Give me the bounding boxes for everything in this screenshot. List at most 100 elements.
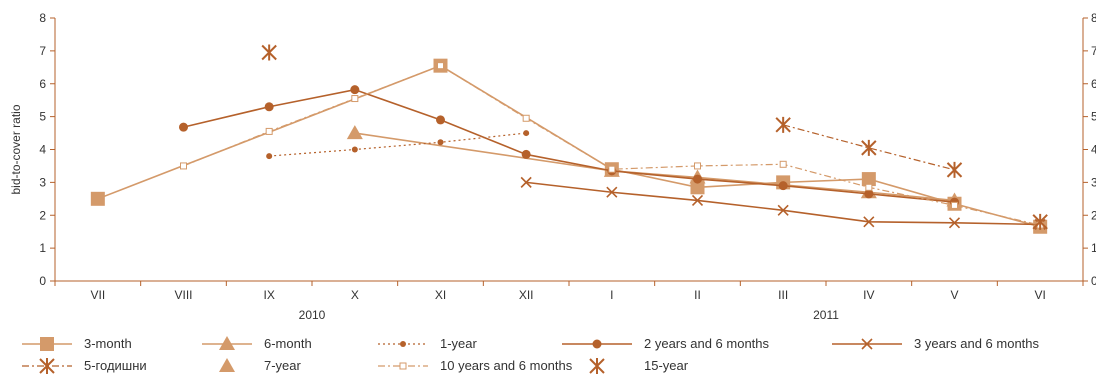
data-point bbox=[180, 162, 187, 170]
left-y-tick-label: 4 bbox=[39, 143, 46, 157]
left-y-tick-label: 7 bbox=[39, 44, 46, 58]
data-point bbox=[521, 149, 531, 159]
series-line bbox=[183, 65, 1041, 226]
data-point bbox=[437, 62, 444, 70]
data-point bbox=[608, 165, 616, 173]
left-y-tick-label: 0 bbox=[39, 274, 46, 288]
legend-label: 5-годишни bbox=[84, 358, 147, 373]
left-y-tick-label: 6 bbox=[39, 77, 46, 91]
right-y-tick-label: 8 bbox=[1091, 11, 1096, 25]
legend-item: 3 years and 6 months bbox=[832, 336, 1040, 351]
legend-marker bbox=[219, 336, 235, 350]
data-point bbox=[523, 130, 530, 137]
data-point bbox=[351, 146, 358, 153]
right-y-tick-label: 3 bbox=[1091, 175, 1096, 189]
data-point bbox=[437, 139, 444, 146]
legend-marker bbox=[399, 362, 407, 370]
data-point bbox=[351, 95, 359, 103]
data-point bbox=[865, 183, 873, 191]
series-layer bbox=[90, 44, 1048, 234]
data-point bbox=[266, 153, 273, 160]
data-point bbox=[861, 172, 876, 187]
data-point bbox=[779, 160, 787, 168]
right-y-tick-label: 7 bbox=[1091, 44, 1096, 58]
series-line bbox=[183, 88, 955, 203]
x-tick-label: V bbox=[950, 288, 958, 302]
data-point bbox=[948, 217, 961, 229]
x-tick-label: XI bbox=[435, 288, 446, 302]
legend-item: 6-month bbox=[202, 336, 312, 351]
data-point bbox=[606, 186, 618, 198]
series-line bbox=[97, 64, 1041, 228]
data-point bbox=[90, 191, 105, 206]
series-5 bbox=[775, 116, 963, 178]
x-tick-label: XII bbox=[519, 288, 534, 302]
x-tick-label: VIII bbox=[174, 288, 192, 302]
data-point bbox=[261, 44, 277, 61]
legend-label: 3-month bbox=[84, 336, 132, 351]
x-tick-label: X bbox=[351, 288, 359, 302]
year-label: 2010 bbox=[299, 308, 326, 322]
legend-item: 7-year bbox=[219, 358, 302, 373]
data-point bbox=[864, 189, 874, 199]
data-point bbox=[265, 127, 273, 135]
chart-legend: 3-month 6-month 1-year 2 years and 6 months… bbox=[22, 336, 1040, 374]
left-y-tick-label: 1 bbox=[39, 241, 46, 255]
right-y-tick-label: 0 bbox=[1091, 274, 1096, 288]
x-tick-label: III bbox=[778, 288, 788, 302]
legend-item: 2 years and 6 months bbox=[562, 336, 770, 351]
data-point bbox=[264, 102, 274, 112]
legend-label: 15-year bbox=[644, 358, 689, 373]
right-y-tick-label: 2 bbox=[1091, 208, 1096, 222]
legend-marker bbox=[861, 338, 873, 350]
x-tick-label: I bbox=[610, 288, 613, 302]
legend-marker bbox=[39, 358, 55, 374]
data-point bbox=[694, 162, 701, 170]
right-y-tick-label: 6 bbox=[1091, 77, 1096, 91]
left-y-tick-label: 5 bbox=[39, 110, 46, 124]
legend-marker bbox=[592, 339, 602, 349]
legend-item: 5-годишни bbox=[22, 358, 147, 374]
legend-label: 3 years and 6 months bbox=[914, 336, 1040, 351]
data-point bbox=[691, 194, 704, 207]
x-tick-label: IX bbox=[263, 288, 274, 302]
series-7 bbox=[180, 62, 1044, 229]
legend-marker bbox=[400, 341, 406, 347]
x-tick-label: II bbox=[694, 288, 701, 302]
legend-item: 3-month bbox=[22, 336, 132, 351]
data-point bbox=[777, 204, 789, 216]
legend-item: 1-year bbox=[378, 336, 478, 351]
data-point bbox=[863, 216, 875, 228]
data-point bbox=[350, 85, 360, 95]
data-point bbox=[690, 180, 705, 195]
legend-item: 10 years and 6 months bbox=[378, 358, 573, 373]
data-point bbox=[693, 174, 702, 184]
legend-label: 10 years and 6 months bbox=[440, 358, 573, 373]
x-tick-label: IV bbox=[863, 288, 874, 302]
left-y-tick-label: 8 bbox=[39, 11, 46, 25]
data-point bbox=[520, 176, 532, 188]
legend-label: 2 years and 6 months bbox=[644, 336, 770, 351]
data-point bbox=[861, 139, 877, 156]
left-y-tick-label: 2 bbox=[39, 208, 46, 222]
data-point bbox=[1032, 213, 1048, 230]
x-tick-label: VI bbox=[1034, 288, 1045, 302]
right-y-tick-label: 4 bbox=[1091, 143, 1096, 157]
series-8 bbox=[261, 44, 1048, 230]
legend-marker bbox=[589, 358, 605, 374]
series-3 bbox=[179, 85, 959, 207]
legend-item: 15-year bbox=[589, 358, 689, 374]
x-tick-label: VII bbox=[90, 288, 105, 302]
year-label: 2011 bbox=[813, 308, 839, 322]
data-point bbox=[778, 181, 788, 191]
legend-label: 7-year bbox=[264, 358, 302, 373]
data-point bbox=[522, 114, 530, 122]
series-0 bbox=[90, 58, 1048, 234]
data-point bbox=[946, 161, 963, 178]
data-point bbox=[436, 115, 445, 125]
y-axis-label: bid-to-cover ratio bbox=[9, 104, 23, 194]
left-y-tick-label: 3 bbox=[39, 175, 46, 189]
legend-marker bbox=[40, 337, 54, 351]
